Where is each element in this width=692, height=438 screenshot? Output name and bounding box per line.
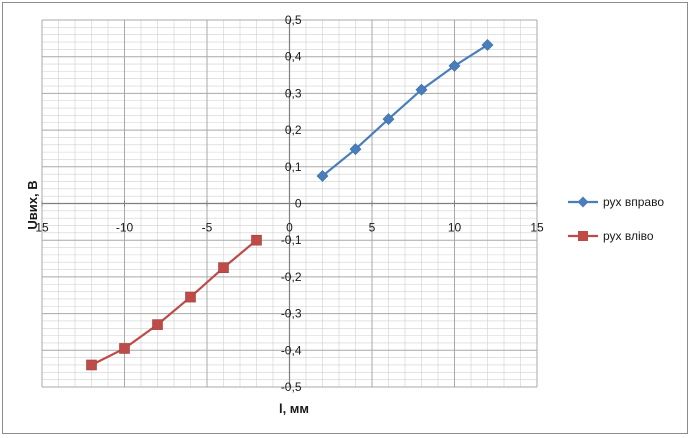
y-tick-label: -0,4: [281, 343, 302, 357]
data-point-square: [152, 319, 163, 330]
legend: рух вправо рух вліво: [568, 195, 664, 243]
data-point-square: [251, 234, 262, 246]
x-axis-title: l, мм: [279, 401, 309, 416]
legend-marker-square: [578, 231, 588, 241]
y-tick-label: 0,1: [285, 160, 302, 174]
series-line-left: [91, 239, 258, 366]
data-point-diamond: [349, 143, 362, 156]
y-tick-label: 0,5: [285, 13, 302, 27]
data-point-square: [218, 262, 229, 274]
legend-marker-diamond: [577, 196, 589, 208]
legend-item-left: рух вліво: [568, 229, 654, 243]
data-point-square: [86, 359, 97, 371]
y-tick-label: 0,2: [285, 123, 302, 137]
axes: [41, 19, 538, 388]
x-tick-label: 15: [35, 221, 49, 235]
y-tick-label: -0,3: [281, 307, 302, 321]
legend-label-left: рух вліво: [603, 229, 654, 243]
data-point-diamond: [448, 59, 461, 72]
x-tick-label: 5: [369, 221, 376, 235]
data-point-diamond: [481, 39, 494, 51]
data-point-square: [119, 343, 130, 354]
series-layer: [86, 39, 494, 371]
y-tick-label: 0: [295, 197, 302, 211]
y-axis-title: Uвих, В: [25, 180, 40, 229]
series-line-right: [321, 44, 489, 177]
data-point-square: [185, 291, 196, 303]
data-point-diamond: [415, 83, 428, 96]
data-point-diamond: [316, 170, 329, 182]
tick-labels: 15 -10 -5 0 5 10 150,50,40,30,20,10-0,1-0,2-0,…: [35, 13, 544, 394]
x-tick-label: 10: [448, 221, 462, 235]
x-tick-label: -10: [116, 221, 134, 235]
y-tick-label: -0,2: [281, 270, 302, 284]
y-tick-label: 0,4: [285, 50, 302, 64]
x-tick-label: -5: [202, 221, 213, 235]
y-tick-label: -0,1: [281, 233, 302, 247]
axis-titles: l, мм Uвих, В: [25, 180, 309, 416]
y-tick-label: 0,3: [285, 86, 302, 100]
data-point-diamond: [382, 113, 395, 126]
y-tick-label: -0,5: [281, 380, 302, 394]
legend-label-right: рух вправо: [603, 195, 664, 209]
x-tick-label: 0: [286, 221, 293, 235]
legend-item-right: рух вправо: [568, 195, 664, 209]
x-tick-label: 15: [530, 221, 544, 235]
